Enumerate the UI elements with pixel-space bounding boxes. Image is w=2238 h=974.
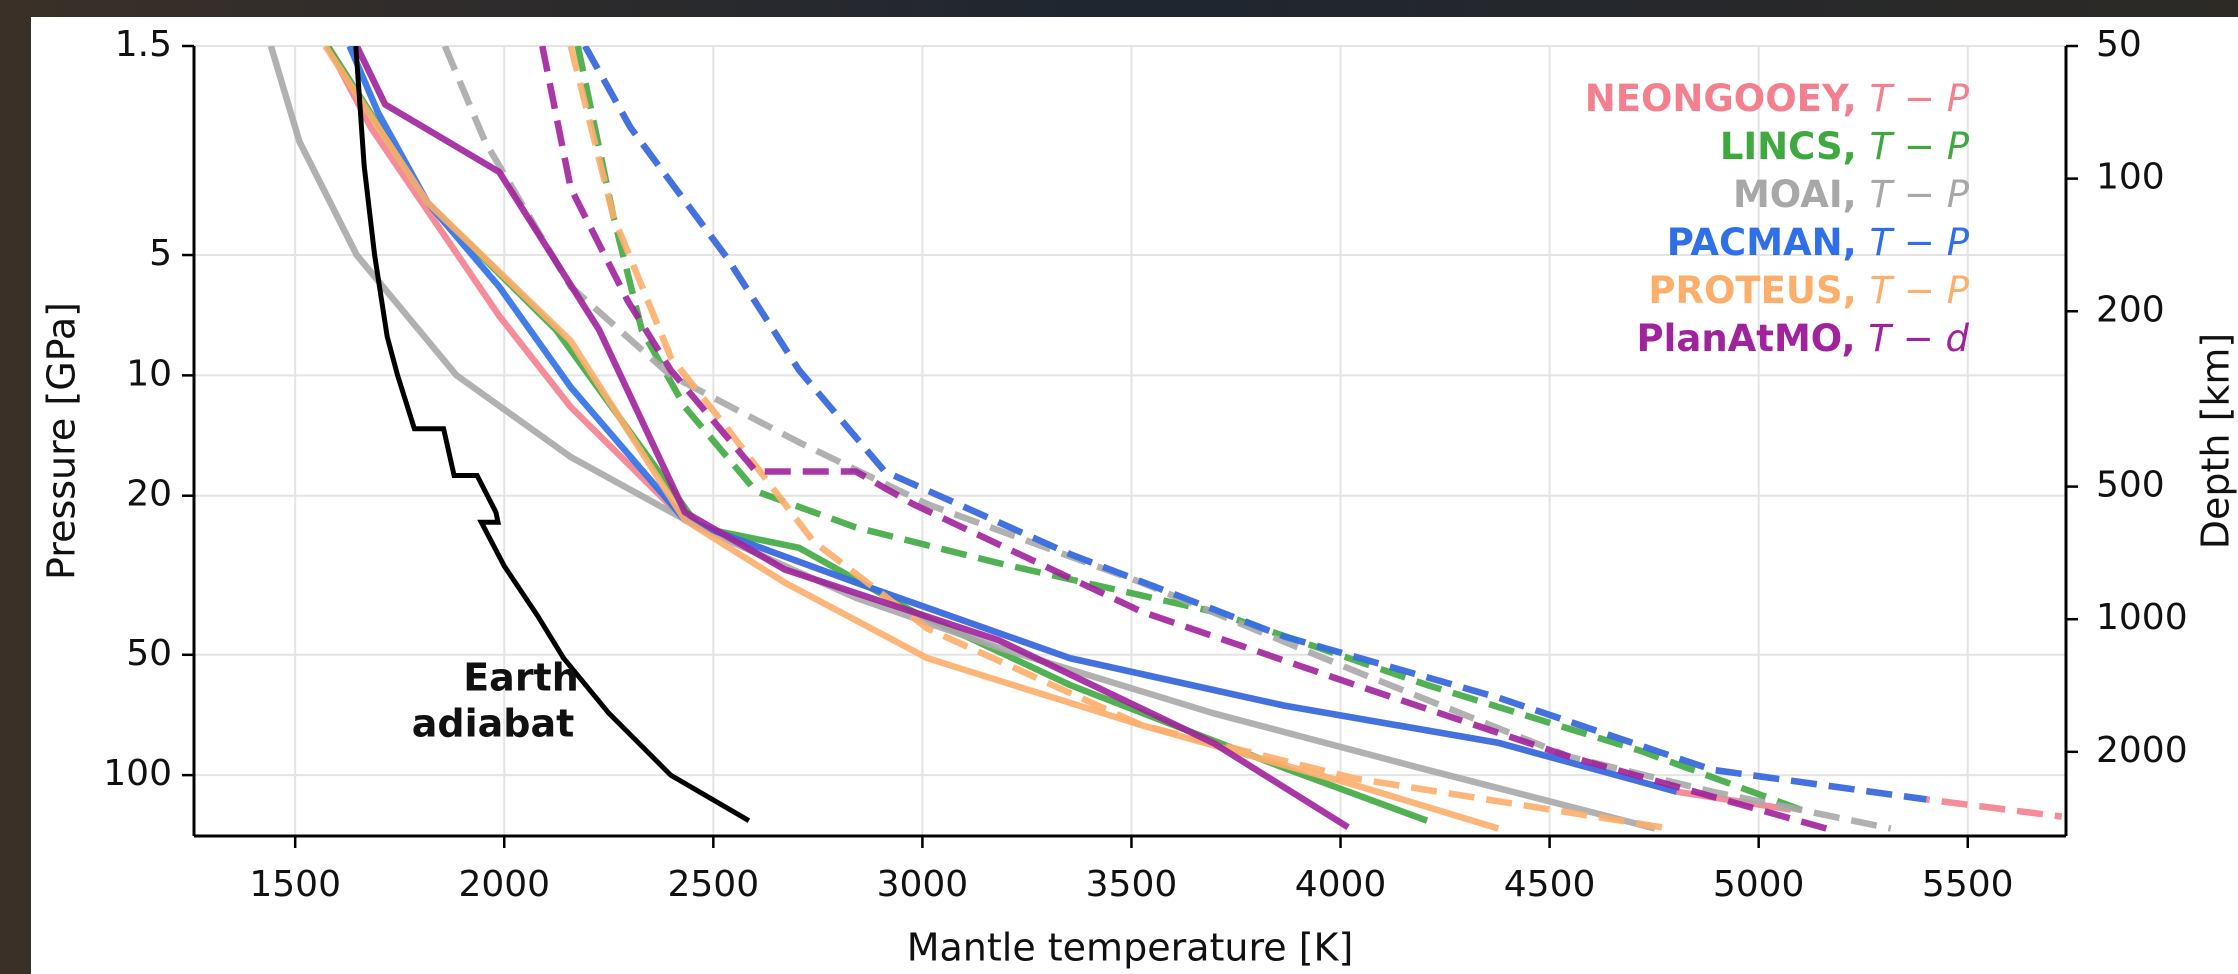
- annotation: adiabat: [412, 702, 575, 746]
- legend-kind: T − P: [1870, 221, 1970, 264]
- series-line: [539, 46, 1828, 832]
- legend-entry: NEONGOOEY, T − P: [1585, 77, 1970, 120]
- x-tick-label: 4500: [1504, 864, 1596, 905]
- series-line: [353, 46, 1350, 830]
- series-line: [574, 46, 1814, 817]
- x-tick-label: 3500: [1086, 864, 1178, 905]
- legend-entry: MOAI, T − P: [1733, 173, 1970, 216]
- legend-kind: T − P: [1870, 125, 1970, 168]
- legend-model: NEONGOOEY,: [1585, 77, 1870, 120]
- legend-entry: PROTEUS, T − P: [1648, 269, 1969, 312]
- legend-entry: PACMAN, T − P: [1667, 221, 1970, 264]
- legend-entry: LINCS, T − P: [1720, 125, 1970, 168]
- y-tick-label: 20: [126, 474, 172, 515]
- annotation: Earth: [463, 656, 579, 700]
- y2-tick-label: 2000: [2096, 730, 2188, 771]
- y2-tick-label: 100: [2096, 157, 2165, 198]
- legend-model: MOAI,: [1733, 173, 1870, 216]
- legend-kind: T − d: [1868, 317, 1969, 360]
- x-tick-label: 4000: [1295, 864, 1387, 905]
- y-tick-label: 5: [149, 233, 172, 274]
- legend-model: LINCS,: [1720, 125, 1870, 168]
- y-tick-label: 50: [126, 633, 172, 674]
- x-axis-label: Mantle temperature [K]: [907, 926, 1354, 970]
- legend-model: PlanAtMO,: [1637, 317, 1869, 360]
- series-line: [567, 46, 1671, 832]
- x-tick-label: 3000: [877, 864, 969, 905]
- x-tick-label: 2000: [458, 864, 550, 905]
- series-line: [582, 46, 1927, 803]
- y-tick-label: 1.5: [115, 24, 172, 65]
- x-tick-label: 2500: [668, 864, 760, 905]
- y2-tick-label: 50: [2096, 24, 2142, 65]
- legend-model: PACMAN,: [1667, 221, 1870, 264]
- legend-entry: PlanAtMO, T − d: [1637, 317, 1970, 360]
- legend-model: PROTEUS,: [1648, 269, 1869, 312]
- y-tick-label: 100: [103, 753, 172, 794]
- legend-kind: T − P: [1870, 173, 1970, 216]
- y2-tick-label: 500: [2096, 465, 2165, 506]
- y-axis-label: Pressure [GPa]: [40, 302, 84, 580]
- y2-tick-label: 1000: [2096, 597, 2188, 638]
- x-tick-label: 5500: [1922, 864, 2014, 905]
- series-line: [322, 46, 1500, 832]
- y2-tick-label: 200: [2096, 289, 2165, 330]
- legend-kind: T − P: [1870, 77, 1970, 120]
- legend-kind: T − P: [1870, 269, 1970, 312]
- reference-line: [353, 46, 751, 823]
- y-tick-label: 10: [126, 353, 172, 394]
- x-tick-label: 1500: [249, 864, 341, 905]
- x-tick-label: 5000: [1713, 864, 1805, 905]
- y2-axis-label: Depth [km]: [2194, 333, 2238, 550]
